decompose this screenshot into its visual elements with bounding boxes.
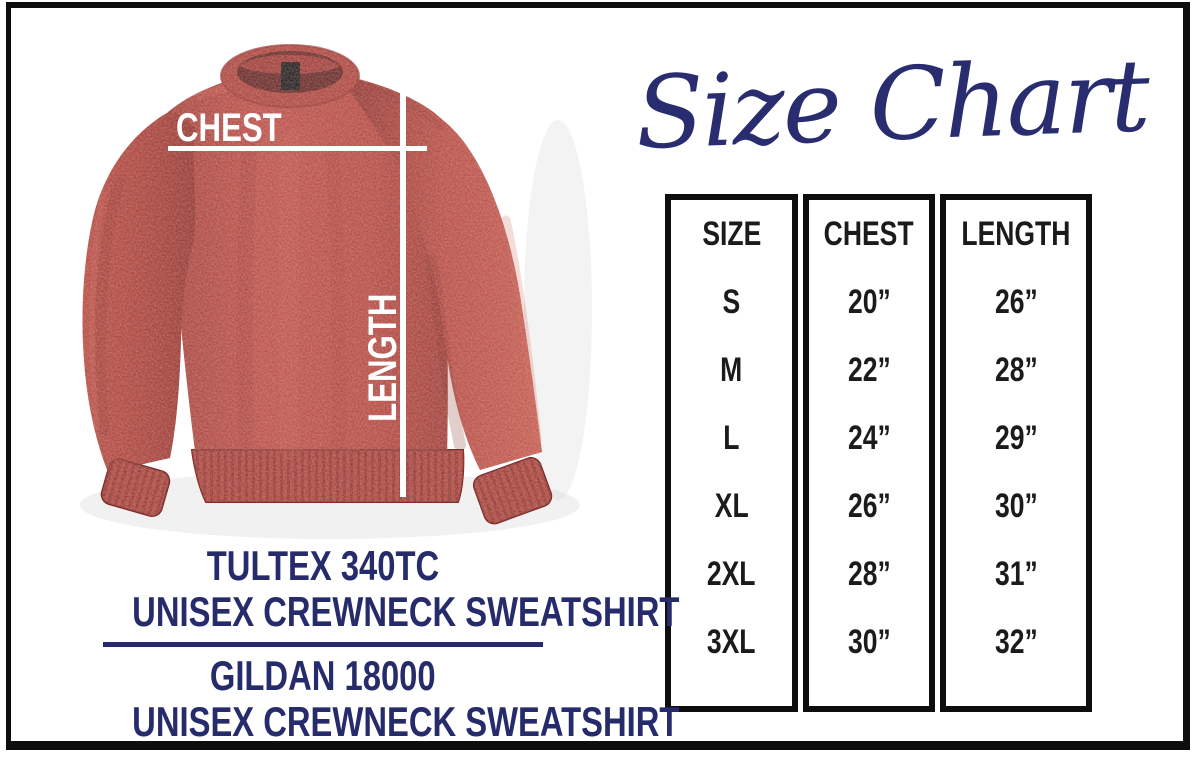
table-cell: 28” xyxy=(847,554,891,593)
chest-measure-label: CHEST xyxy=(176,108,312,148)
table-cell: 24” xyxy=(847,418,891,457)
length-measure-text: LENGTH xyxy=(361,293,405,423)
table-cell: 32” xyxy=(994,622,1038,661)
product-info: TULTEX 340TC UNISEX CREWNECK SWEATSHIRT … xyxy=(55,542,680,745)
product-1-model: TULTEX 340TC xyxy=(206,542,439,589)
column-header-chest: CHEST xyxy=(823,214,914,253)
table-cell: 3XL xyxy=(706,622,756,661)
table-cell: 26” xyxy=(847,486,891,525)
size-chart-table: SIZE S M L XL 2XL 3XL CHEST 20” 22” 24” … xyxy=(665,194,1092,712)
table-cell: M xyxy=(720,350,743,389)
chest-measure-line xyxy=(168,146,427,151)
table-cell: 22” xyxy=(847,350,891,389)
table-cell: 26” xyxy=(994,282,1038,321)
page-title: Size Chart xyxy=(597,20,1186,200)
column-header-length: LENGTH xyxy=(961,214,1071,253)
table-cell: 2XL xyxy=(706,554,756,593)
table-cell: 31” xyxy=(994,554,1038,593)
table-column-chest: CHEST 20” 22” 24” 26” 28” 30” xyxy=(802,194,936,712)
product-2-model: GILDAN 18000 xyxy=(209,652,436,699)
table-cell: 20” xyxy=(847,282,891,321)
table-cell: XL xyxy=(714,486,749,525)
length-measure-line xyxy=(400,82,406,497)
length-measure-label: LENGTH xyxy=(361,248,405,468)
column-header-size: SIZE xyxy=(701,214,761,253)
table-column-length: LENGTH 26” 28” 29” 30” 31” 32” xyxy=(940,194,1092,712)
table-cell: S xyxy=(722,282,741,321)
table-cell: 28” xyxy=(994,350,1038,389)
table-cell: 30” xyxy=(847,622,891,661)
product-2-name: UNISEX CREWNECK SWEATSHIRT xyxy=(132,698,680,745)
page-title-text: Size Chart xyxy=(633,37,1151,172)
table-cell: 30” xyxy=(994,486,1038,525)
table-cell: 29” xyxy=(994,418,1038,457)
product-1-name: UNISEX CREWNECK SWEATSHIRT xyxy=(132,588,680,635)
table-column-size: SIZE S M L XL 2XL 3XL xyxy=(665,194,798,712)
chest-measure-text: CHEST xyxy=(176,106,282,150)
table-cell: L xyxy=(723,418,740,457)
product-divider xyxy=(102,642,543,647)
